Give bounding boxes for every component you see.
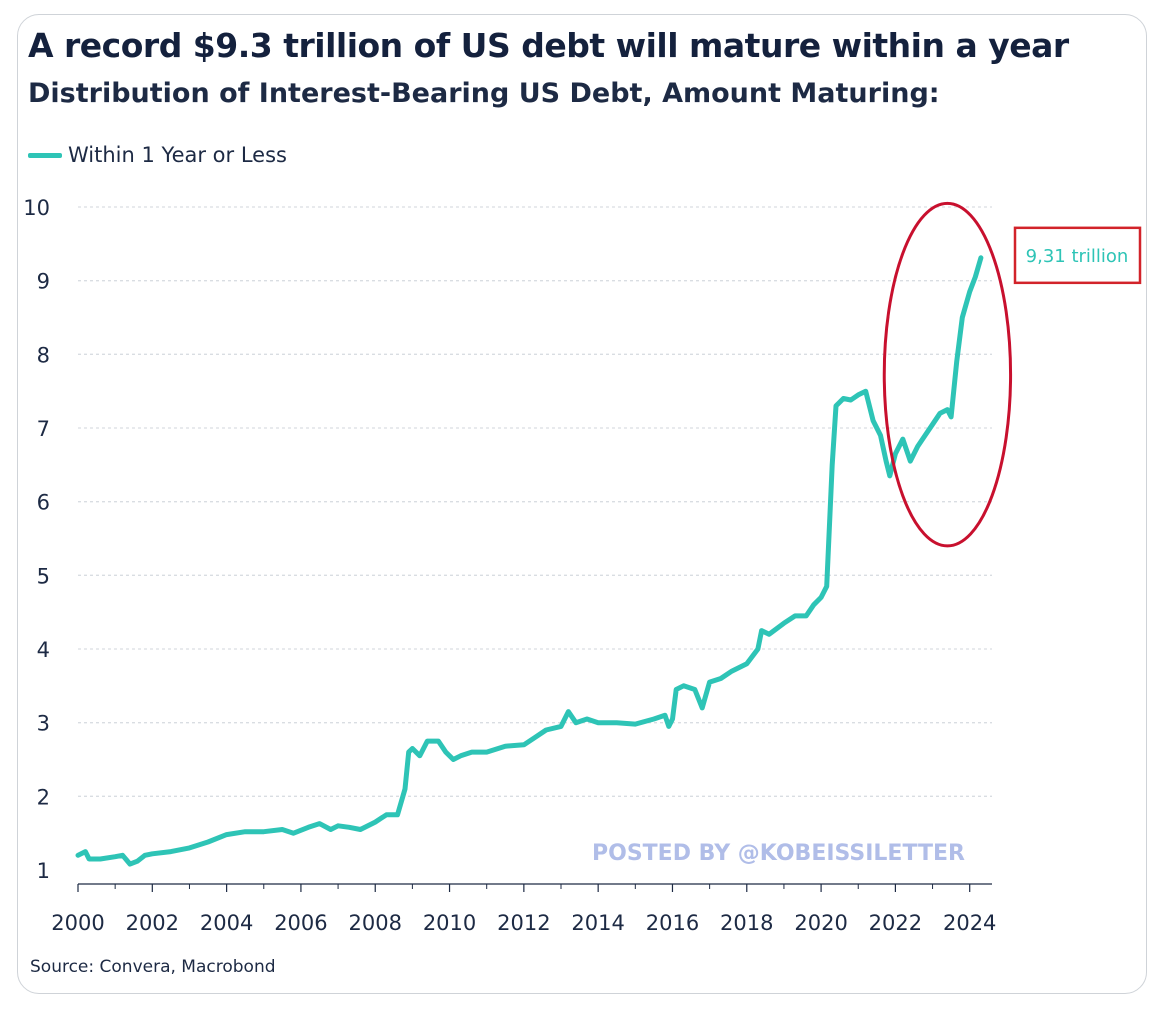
x-axis-tick-labels: 2000 2002 2004 2006 2008 2010 2012 2014 2016 2018… (51, 911, 996, 935)
source-note: Source: Convera, Macrobond (30, 957, 276, 977)
x-tick-label-2000: 2000 (51, 911, 104, 935)
x-tick-label-2024: 2024 (943, 911, 996, 935)
y-tick-label-2: 2 (37, 785, 50, 809)
y-tick-label-7: 7 (37, 417, 50, 441)
axes (77, 883, 992, 892)
chart-subtitle: Distribution of Interest-Bearing US Debt… (28, 78, 940, 109)
x-tick-label-2010: 2010 (423, 911, 476, 935)
chart-card (17, 14, 1147, 994)
x-tick-label-2008: 2008 (349, 911, 402, 935)
legend: Within 1 Year or Less (28, 140, 287, 170)
x-tick-label-2020: 2020 (794, 911, 847, 935)
x-tick-label-2006: 2006 (274, 911, 327, 935)
y-tick-label-5: 5 (37, 564, 50, 588)
y-tick-label-3: 3 (37, 712, 50, 736)
callout-label: 9,31 trillion (1026, 246, 1129, 267)
highlight-ellipse (882, 201, 1013, 548)
x-tick-label-2016: 2016 (646, 911, 699, 935)
x-tick-label-2022: 2022 (869, 911, 922, 935)
y-tick-label-8: 8 (37, 343, 50, 367)
y-tick-label-4: 4 (37, 638, 50, 662)
y-tick-label-6: 6 (37, 491, 50, 515)
y-axis-tick-labels: 1 2 3 4 5 6 7 8 9 10 (23, 196, 50, 883)
gridlines (78, 206, 992, 797)
watermark: POSTED BY @KOBEISSILETTER (592, 841, 965, 866)
y-tick-label-1: 1 (37, 859, 50, 883)
x-tick-label-2002: 2002 (126, 911, 179, 935)
x-tick-label-2004: 2004 (200, 911, 253, 935)
x-tick-label-2018: 2018 (720, 911, 773, 935)
x-tick-label-2012: 2012 (497, 911, 550, 935)
legend-swatch (28, 152, 62, 158)
x-tick-label-2014: 2014 (571, 911, 624, 935)
chart-title: A record $9.3 trillion of US debt will m… (28, 26, 1069, 65)
series-line-within-1-year (75, 255, 984, 867)
y-tick-label-9: 9 (37, 270, 50, 294)
callout-box (1013, 226, 1142, 285)
y-tick-label-10: 10 (23, 196, 50, 220)
legend-label: Within 1 Year or Less (68, 143, 287, 167)
